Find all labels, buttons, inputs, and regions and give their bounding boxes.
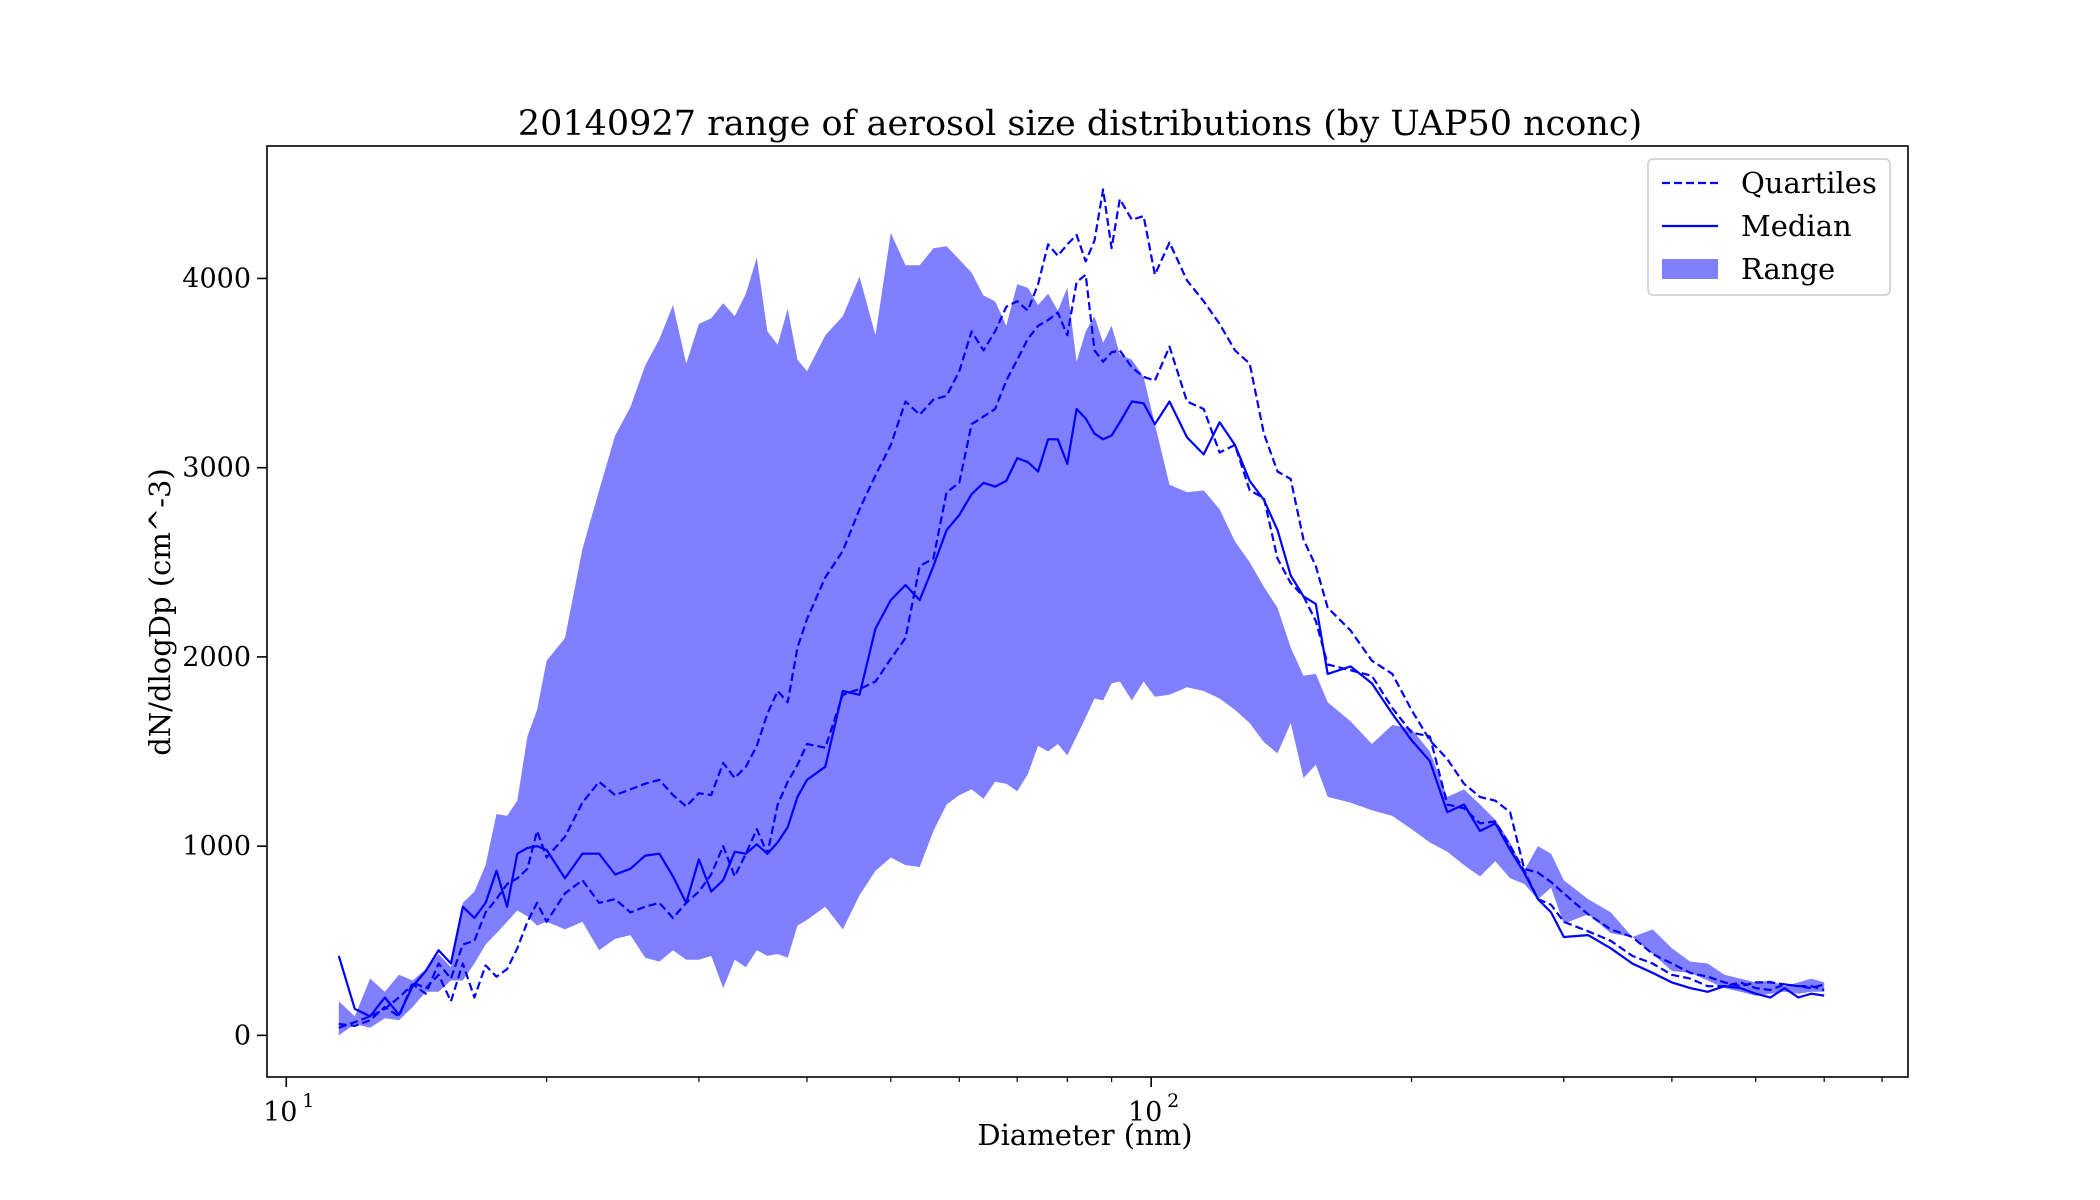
y-tick-label: 0 [234,1020,251,1051]
plot-area [337,188,1825,1036]
y-tick-label: 3000 [182,453,251,484]
x-axis: 10 1 10 2 [263,1077,1883,1128]
legend-range-label: Range [1741,252,1835,286]
x-axis-label: Diameter (nm) [977,1118,1192,1152]
legend-range-swatch [1662,259,1718,279]
x-tick-label: 10 [1128,1097,1162,1128]
x-tick-label: 10 [263,1097,297,1128]
series-lines-layer [337,188,1825,1029]
x-tick-exponent: 1 [302,1090,314,1112]
range-area [338,233,1825,1036]
legend: Quartiles Median Range [1647,158,1891,296]
legend-quartiles-label: Quartiles [1741,166,1877,200]
y-tick-label: 2000 [182,642,251,673]
x-tick-exponent: 2 [1167,1090,1179,1112]
y-tick-label: 1000 [182,831,251,862]
upper-quartile-line [338,188,1825,1029]
chart-title: 20140927 range of aerosol size distribut… [518,104,1642,144]
range-fill-layer [338,233,1825,1036]
legend-median-label: Median [1741,209,1852,243]
y-tick-label: 4000 [182,263,251,294]
median-line [337,400,1825,1018]
y-axis: 0 1000 2000 3000 4000 [182,263,267,1051]
lower-quartile-line [338,273,1825,1028]
plot-frame [266,145,1909,1078]
y-axis-label: dN/dlogDp (cm^-3) [143,468,177,756]
